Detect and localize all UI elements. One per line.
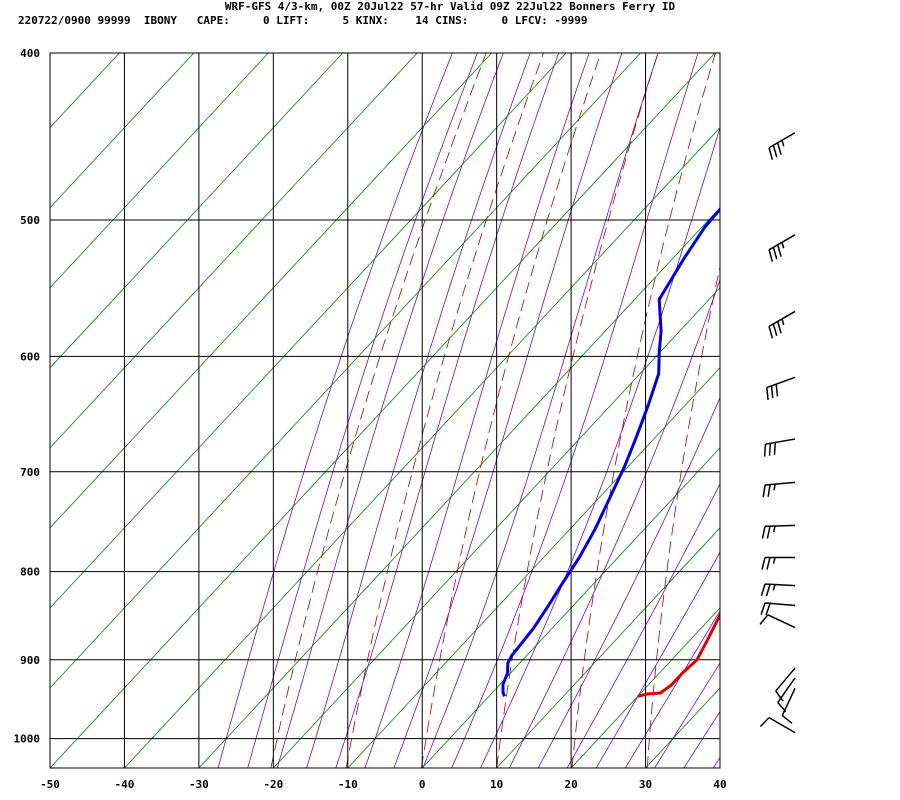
moist-adiabat (217, 53, 453, 768)
isotherm-line (50, 53, 492, 529)
isotherm-line (421, 447, 720, 768)
chart-title: WRF-GFS 4/3-km, 00Z 20Jul22 57-hr Valid … (224, 0, 676, 13)
x-tick-label: -10 (338, 778, 358, 791)
isotherm-line (50, 53, 120, 129)
plot-frame (49, 52, 721, 769)
isotherm-line (496, 527, 720, 768)
x-tick-label: -20 (263, 778, 283, 791)
wind-barb (763, 438, 796, 457)
dry-adiabat (421, 53, 602, 768)
moist-adiabat (480, 126, 720, 768)
y-tick-label: 700 (20, 466, 40, 479)
moist-adiabat (595, 551, 720, 768)
dry-adiabat (723, 53, 830, 768)
sounding-indices: 220722/0900 99999 IBONY CAPE: 0 LIFT: 5 … (18, 14, 588, 27)
wind-barb (775, 667, 796, 702)
isotherm-line (50, 53, 641, 689)
wind-barb (760, 583, 796, 597)
wind-barb (762, 481, 796, 498)
isotherm-line (50, 53, 567, 609)
profile-lines (501, 207, 720, 698)
wind-barb (768, 310, 796, 339)
moist-adiabat (508, 278, 720, 768)
isotherm-line (273, 287, 720, 768)
y-tick-label: 1000 (14, 733, 41, 746)
wind-barb (768, 234, 796, 262)
isotherm-line (50, 53, 344, 369)
wind-barb (781, 688, 796, 724)
x-tick-label: 20 (564, 778, 577, 791)
moist-adiabats (217, 53, 720, 768)
wind-barb (759, 716, 796, 734)
dry-adiabat (345, 53, 544, 768)
moist-adiabat (364, 53, 590, 768)
isotherm-line (198, 207, 720, 768)
dry-adiabat (571, 53, 716, 768)
moist-adiabat (624, 609, 720, 768)
wind-barbs (759, 132, 796, 734)
moist-adiabat (451, 53, 699, 768)
isotherm-line (50, 53, 418, 449)
moist-adiabat (566, 483, 720, 768)
y-tick-label: 800 (20, 566, 40, 579)
skewed-isotherms (50, 53, 900, 768)
wind-barb (761, 524, 796, 539)
temperature-profile-line (637, 611, 720, 698)
isotherm-line (794, 53, 900, 768)
dry-adiabat (798, 53, 888, 768)
moist-adiabat (712, 756, 720, 768)
y-tick-label: 500 (20, 214, 40, 227)
x-tick-label: 30 (639, 778, 652, 791)
dry-adiabat (873, 53, 900, 768)
x-tick-label: 0 (419, 778, 426, 791)
wind-barb (766, 376, 796, 400)
isotherm-line (347, 367, 720, 768)
isotherm-line (50, 53, 269, 289)
wind-barb (759, 614, 796, 629)
x-tick-label: -50 (40, 778, 60, 791)
dry-adiabats (270, 53, 900, 768)
x-tick-label: -40 (115, 778, 135, 791)
isotherm-line (645, 687, 720, 768)
dewpoint-profile-line (501, 207, 720, 697)
moist-adiabat (306, 53, 531, 768)
moist-adiabat (247, 53, 478, 768)
moist-adiabat (422, 53, 659, 768)
wind-barb (761, 556, 795, 570)
y-tick-label: 900 (20, 654, 40, 667)
dry-adiabat (270, 53, 487, 768)
x-tick-label: 10 (490, 778, 503, 791)
y-tick-label: 600 (20, 350, 40, 363)
isotherm-line (570, 607, 720, 768)
moist-adiabat (654, 662, 720, 768)
wind-barb (760, 602, 796, 616)
dry-adiabat (496, 53, 659, 768)
x-tick-labels: -50 -40 -30 -20 -10 0 10 20 30 40 (40, 778, 727, 791)
y-tick-labels: 400 500 600 700 800 900 1000 (14, 47, 41, 746)
grid-lines (50, 53, 720, 768)
y-tick-label: 400 (20, 47, 40, 60)
isotherm-line (124, 127, 720, 768)
isotherm-line (50, 53, 716, 768)
isotherm-line (50, 53, 195, 209)
x-tick-label: 40 (713, 778, 726, 791)
moist-adiabat (276, 53, 504, 768)
isotherm-line (869, 53, 900, 768)
wind-barb (768, 132, 796, 160)
moist-adiabat (683, 710, 720, 768)
x-tick-label: -30 (189, 778, 209, 791)
isotherm-line (719, 767, 720, 768)
